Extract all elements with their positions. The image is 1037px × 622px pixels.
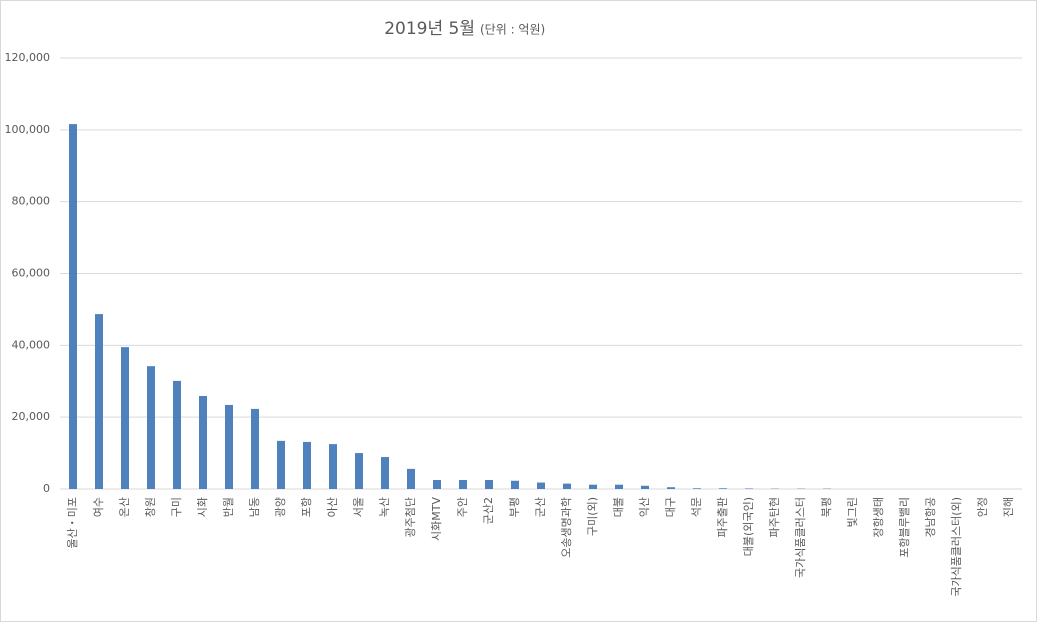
bar xyxy=(641,485,649,489)
x-tick-label: 녹산 xyxy=(378,497,391,517)
y-tick-label: 80,000 xyxy=(12,195,51,208)
x-tick-label: 시화MTV xyxy=(430,497,443,541)
x-tick-label: 파주출판 xyxy=(716,497,729,537)
x-tick-label: 여수 xyxy=(92,497,105,517)
bar xyxy=(225,404,233,489)
bar xyxy=(563,483,571,489)
x-tick-label: 대불(외국인) xyxy=(742,497,755,556)
x-tick-label: 남동 xyxy=(248,497,261,517)
x-tick-label: 주안 xyxy=(456,497,469,517)
x-tick-label: 진해 xyxy=(1001,497,1015,517)
y-tick-label: 100,000 xyxy=(5,123,51,136)
x-tick-label: 장항생태 xyxy=(872,497,885,537)
bar xyxy=(329,444,337,489)
x-tick-label: 익산 xyxy=(638,497,651,517)
x-tick-label: 대구 xyxy=(664,497,677,517)
bar xyxy=(459,480,467,489)
x-tick-label: 울산・미포 xyxy=(66,497,79,548)
y-tick-label: 40,000 xyxy=(12,338,51,351)
y-tick-label: 20,000 xyxy=(12,410,51,423)
y-tick-label: 0 xyxy=(43,482,50,495)
bar xyxy=(381,457,389,489)
bar xyxy=(251,408,259,489)
x-tick-label: 안정 xyxy=(976,497,989,517)
bar xyxy=(433,480,441,489)
y-tick-label: 60,000 xyxy=(12,267,51,280)
bar xyxy=(537,482,545,489)
x-tick-label: 아산 xyxy=(326,497,339,517)
bar xyxy=(69,124,77,489)
x-tick-label: 석문 xyxy=(690,497,703,517)
x-tick-label: 오송생명과학 xyxy=(560,497,573,558)
bar xyxy=(615,484,623,489)
bar xyxy=(485,480,493,489)
x-tick-label: 광주첨단 xyxy=(404,497,417,537)
bar xyxy=(277,440,285,489)
x-tick-label: 북평 xyxy=(820,497,833,517)
x-tick-label: 경남항공 xyxy=(924,497,937,537)
x-tick-label: 군산 xyxy=(534,497,547,517)
bar xyxy=(511,480,519,489)
bar xyxy=(719,488,727,489)
x-tick-label: 부평 xyxy=(508,497,521,517)
x-tick-label: 시화 xyxy=(196,497,209,517)
bar xyxy=(95,314,103,489)
bar xyxy=(147,366,155,489)
bar xyxy=(407,468,415,489)
bar xyxy=(303,441,311,489)
x-tick-label: 국가식품클러스터(외) xyxy=(950,497,963,597)
bar xyxy=(355,453,363,489)
x-tick-label: 군산2 xyxy=(482,497,495,524)
bar xyxy=(173,380,181,489)
x-tick-label: 구미(외) xyxy=(586,497,599,536)
x-tick-label: 포항 xyxy=(300,497,313,517)
bar xyxy=(199,395,207,489)
x-tick-label: 서울 xyxy=(352,497,365,517)
x-tick-label: 포항블루밸리 xyxy=(898,497,911,558)
bar xyxy=(667,487,675,489)
chart-subtitle: (단위 : 억원) xyxy=(480,23,545,37)
x-tick-label: 창원 xyxy=(144,497,157,517)
bar xyxy=(693,488,701,489)
x-tick-label: 온산 xyxy=(118,497,131,517)
bar xyxy=(745,488,753,489)
x-tick-label: 구미 xyxy=(170,497,183,517)
x-tick-label: 빛그린 xyxy=(846,497,859,527)
bar xyxy=(589,484,597,489)
x-tick-label: 대불 xyxy=(612,497,625,517)
chart-title: 2019년 5월 xyxy=(384,19,475,39)
x-tick-label: 국가식품클러스터 xyxy=(794,497,807,578)
bar xyxy=(121,347,129,489)
x-tick-label: 파주탄현 xyxy=(768,497,781,537)
x-tick-label: 광양 xyxy=(274,497,287,517)
x-tick-label: 반월 xyxy=(222,497,235,517)
y-tick-label: 120,000 xyxy=(5,51,51,64)
